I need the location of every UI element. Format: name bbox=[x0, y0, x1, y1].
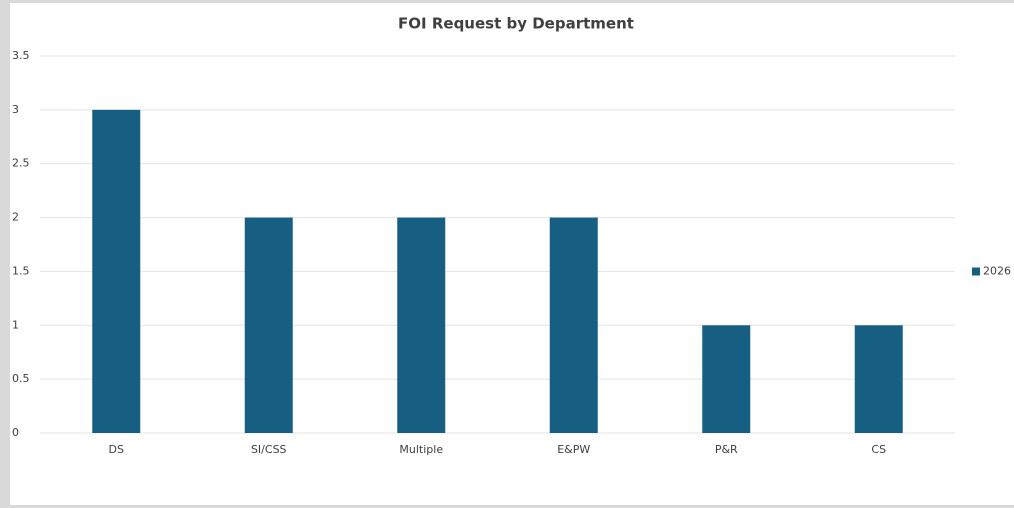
y-tick-label: 3.5 bbox=[12, 49, 30, 62]
bar bbox=[397, 217, 446, 433]
bar bbox=[854, 325, 903, 433]
x-tick-label: CS bbox=[871, 443, 886, 456]
y-tick-label: 2 bbox=[12, 211, 19, 224]
x-tick-label: SI/CSS bbox=[251, 443, 287, 456]
y-tick-label: 3 bbox=[12, 103, 19, 116]
y-tick-label: 2.5 bbox=[12, 157, 30, 170]
x-tick-label: P&R bbox=[715, 443, 738, 456]
legend-label: 2026 bbox=[983, 265, 1011, 278]
chart-title: FOI Request by Department bbox=[398, 15, 634, 33]
bar bbox=[549, 217, 598, 433]
x-tick-label: E&PW bbox=[557, 443, 590, 456]
y-tick-label: 1 bbox=[12, 318, 19, 331]
bar bbox=[92, 109, 141, 433]
chart: FOI Request by Department 0 0.5 1 1.5 2 2.5 3 3… bbox=[10, 3, 1014, 505]
y-tick-label: 0.5 bbox=[12, 372, 30, 385]
bar bbox=[702, 325, 751, 433]
y-tick-label: 0 bbox=[12, 426, 19, 439]
bar bbox=[244, 217, 293, 433]
legend-swatch bbox=[972, 267, 980, 276]
x-tick-label: Multiple bbox=[399, 443, 443, 456]
y-tick-label: 1.5 bbox=[12, 264, 30, 277]
x-tick-label: DS bbox=[109, 443, 124, 456]
